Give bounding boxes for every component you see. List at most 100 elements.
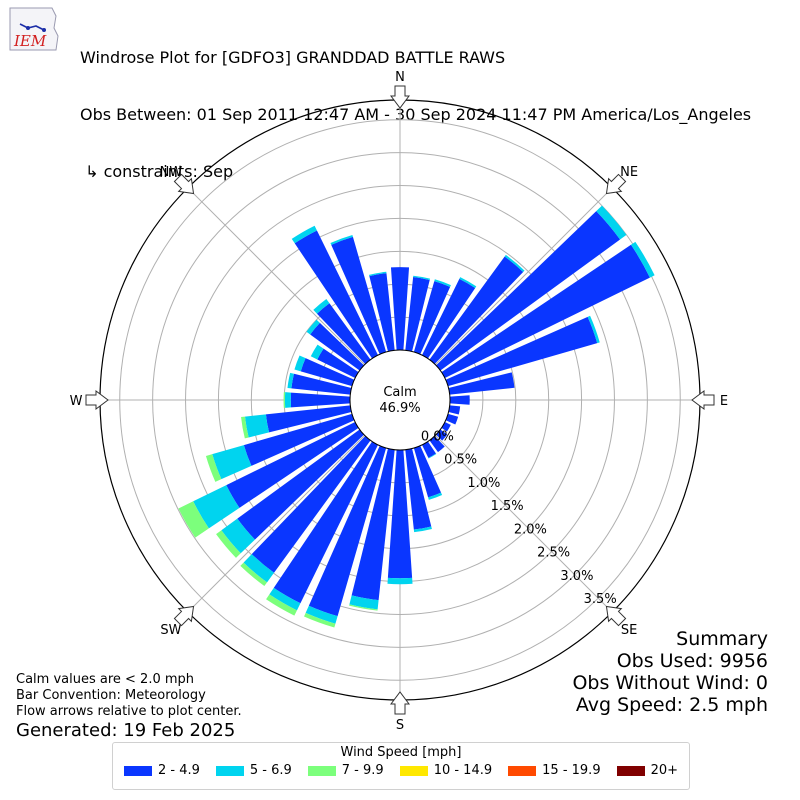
bar-250-2-4.9 (243, 413, 355, 466)
bar-60-2-4.9 (441, 244, 650, 379)
legend-label-1: 5 - 6.9 (249, 763, 292, 778)
bar-170-5-6.9 (413, 526, 432, 533)
grid-spoke-45 (435, 187, 613, 365)
radial-tick-2: 1.0% (467, 476, 500, 491)
flow-arrow-se (605, 605, 627, 627)
bar-240-5-6.9 (193, 485, 240, 529)
bar-200-5-6.9 (305, 605, 338, 624)
bar-350-2-4.9 (369, 273, 395, 352)
legend-title: Wind Speed [mph] (340, 745, 462, 760)
legend-item-4: 15 - 19.9 (508, 763, 601, 778)
bar-140-2-4.9 (429, 436, 445, 453)
bar-220-5-6.9 (243, 554, 275, 583)
summary-obs-without-wind: Obs Without Wind: 0 (572, 672, 768, 694)
bar-230-7-9.9 (216, 530, 241, 558)
direction-labels: N NE E SE S SW W NW (70, 70, 729, 733)
direction-label-nw: NW (160, 165, 183, 180)
direction-label-w: W (70, 394, 83, 409)
title-block: Windrose Plot for [GDFO3] GRANDDAD BATTL… (80, 10, 751, 200)
legend-item-1: 5 - 6.9 (215, 763, 292, 778)
radial-tick-7: 3.5% (584, 592, 617, 607)
grid-spoke-225 (187, 435, 365, 613)
bar-60-5-6.9 (630, 241, 655, 278)
flow-arrows (85, 85, 715, 715)
bar-250-5-6.9 (212, 445, 252, 480)
chart-subtitle: Obs Between: 01 Sep 2011 12:47 AM - 30 S… (80, 105, 752, 124)
grid-spoke-135 (435, 435, 613, 613)
summary-title: Summary (676, 628, 768, 650)
chart-title: Windrose Plot for [GDFO3] GRANDDAD BATTL… (80, 48, 506, 67)
bar-300-5-6.9 (310, 344, 324, 360)
calm-note: Calm values are < 2.0 mph (16, 672, 195, 687)
bar-290-2-4.9 (300, 358, 355, 387)
legend-item-0: 2 - 4.9 (123, 763, 200, 778)
radial-tick-3: 1.5% (491, 499, 524, 514)
calm-label: Calm (383, 385, 416, 400)
bar-10-2-4.9 (405, 277, 430, 352)
legend-swatch-0 (123, 765, 152, 776)
bar-20-2-4.9 (413, 281, 451, 355)
bar-90-2-4.9 (449, 395, 470, 405)
bar-310-5-6.9 (306, 319, 320, 335)
bar-270-5-6.9 (284, 392, 292, 408)
notes-block: Calm values are < 2.0 mph Bar Convention… (16, 672, 242, 742)
radial-tick-0: 0.0% (421, 429, 454, 444)
bar-240-7-9.9 (178, 501, 209, 538)
bar-150-5-6.9 (428, 453, 437, 459)
legend-label-3: 10 - 14.9 (433, 763, 493, 778)
bar-220-7-9.9 (240, 562, 268, 587)
bar-40-2-4.9 (429, 256, 524, 364)
calm-circle: Calm 46.9% (349, 349, 451, 451)
bar-210-7-9.9 (266, 594, 297, 616)
bar-70-5-6.9 (587, 315, 600, 344)
bar-320-5-6.9 (313, 299, 330, 314)
bar-180-5-6.9 (387, 577, 413, 585)
legend-swatch-1 (215, 765, 244, 776)
bar-190-7-9.9 (349, 604, 378, 611)
legend: Wind Speed [mph] 2 - 4.9 5 - 6.9 7 - 9.9 10… (112, 742, 690, 790)
radial-tick-5: 2.5% (537, 546, 570, 561)
radial-tick-6: 3.0% (560, 569, 593, 584)
flow-arrow-s (390, 691, 410, 715)
bar-convention-note: Bar Convention: Meteorology (16, 688, 206, 703)
bar-160-2-4.9 (413, 445, 442, 498)
bar-250-7-9.9 (205, 454, 222, 482)
bar-220-2-4.9 (251, 436, 371, 573)
bar-300-2-4.9 (317, 348, 359, 379)
direction-label-sw: SW (160, 623, 181, 638)
bars (178, 205, 655, 628)
bar-190-5-6.9 (349, 595, 379, 610)
summary-block: Summary Obs Used: 9956 Obs Without Wind:… (572, 628, 768, 716)
flow-arrows-note: Flow arrows relative to plot center. (16, 704, 242, 719)
bar-310-2-4.9 (310, 322, 364, 371)
legend-swatch-3 (399, 765, 428, 776)
bar-180-2-4.9 (387, 449, 413, 579)
bar-100-2-4.9 (448, 405, 461, 415)
legend-swatch-5 (616, 765, 645, 776)
legend-label-2: 7 - 9.9 (341, 763, 384, 778)
grid-spoke-315 (187, 187, 365, 365)
bar-40-5-6.9 (504, 254, 525, 273)
summary-obs-used: Obs Used: 9956 (616, 650, 768, 672)
legend-label-4: 15 - 19.9 (542, 763, 601, 778)
legend-item-3: 10 - 14.9 (399, 763, 493, 778)
direction-label-se: SE (621, 623, 637, 638)
bar-170-2-4.9 (405, 448, 432, 530)
bar-150-2-4.9 (421, 441, 436, 458)
bar-320-2-4.9 (316, 303, 371, 364)
bar-340-5-6.9 (330, 235, 353, 245)
bar-240-2-4.9 (226, 421, 359, 508)
radial-tick-labels: 0.0% 0.5% 1.0% 1.5% 2.0% 2.5% 3.0% 3.5% (421, 429, 617, 607)
bar-280-5-6.9 (287, 372, 294, 389)
logo-text: IEM (13, 32, 47, 50)
flow-arrow-w (85, 390, 109, 410)
bar-30-5-6.9 (459, 277, 477, 289)
generated-date: Generated: 19 Feb 2025 (16, 720, 236, 741)
bar-110-2-4.9 (445, 413, 459, 425)
bar-230-2-4.9 (237, 429, 364, 540)
bar-330-5-6.9 (291, 225, 317, 244)
flow-arrow-nw (173, 173, 195, 195)
legend-items: 2 - 4.9 5 - 6.9 7 - 9.9 10 - 14.9 15 - 19.9 2… (113, 763, 689, 778)
legend-swatch-2 (307, 765, 336, 776)
flow-arrow-n (390, 85, 410, 109)
